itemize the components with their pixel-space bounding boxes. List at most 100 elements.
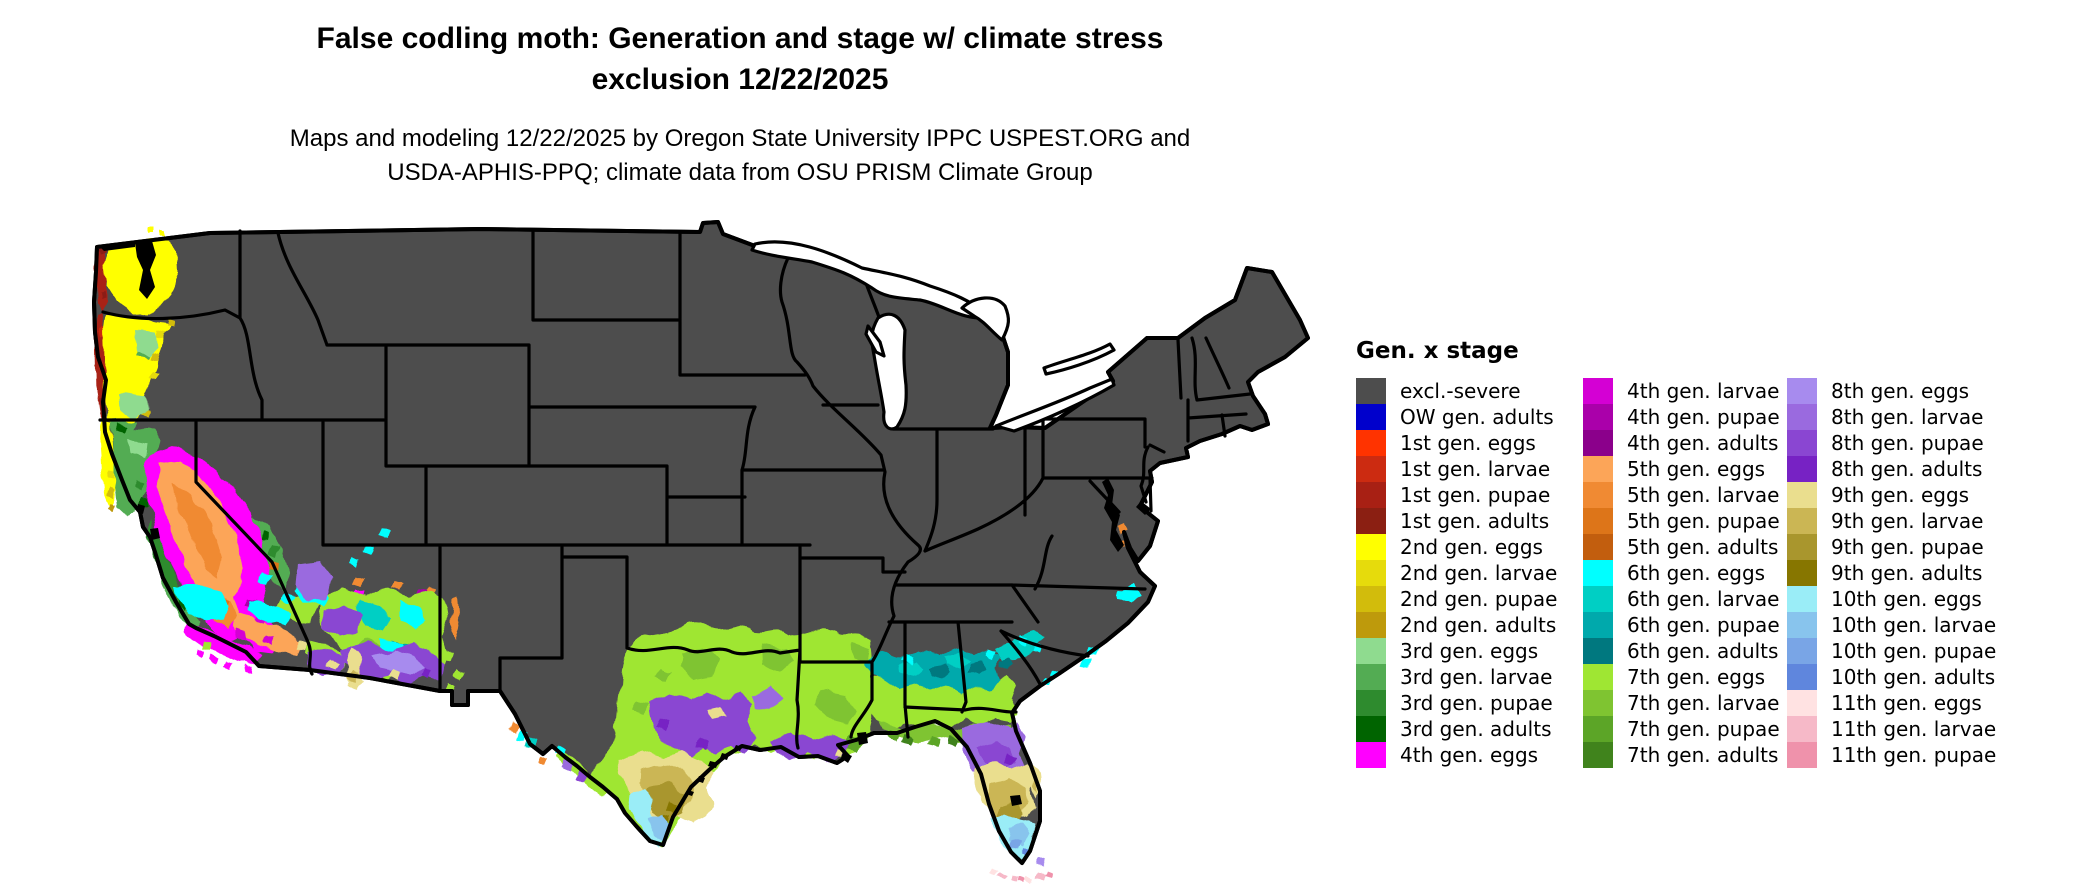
- legend-label: 6th gen. adults: [1627, 639, 1779, 663]
- legend-swatch: [1356, 508, 1386, 534]
- legend-label: 4th gen. eggs: [1400, 743, 1539, 767]
- legend-label: 7th gen. adults: [1627, 743, 1779, 767]
- legend-label: 3rd gen. pupae: [1400, 691, 1553, 715]
- legend-column-2: 4th gen. larvae 4th gen. pupae 4th gen. ad…: [1583, 378, 1787, 768]
- legend-row: 4th gen. larvae: [1583, 378, 1787, 404]
- region-teal-dark-flecks: [930, 659, 1015, 679]
- legend-row: 6th gen. adults: [1583, 638, 1787, 664]
- region-norcal-green-masses: [110, 345, 289, 633]
- region-keys-pink-pupae: [1018, 871, 1052, 884]
- region-blue-pupae-flecks: [1011, 838, 1023, 849]
- legend-swatch: [1583, 378, 1613, 404]
- chesapeake-bay-water: [1102, 478, 1124, 552]
- lake-huron: [960, 296, 1010, 342]
- legend-label: 7th gen. larvae: [1627, 691, 1780, 715]
- legend-row: 6th gen. larvae: [1583, 586, 1787, 612]
- legend-label: 11th gen. pupae: [1831, 743, 1997, 767]
- legend-swatch: [1583, 664, 1613, 690]
- legend-label: 6th gen. pupae: [1627, 613, 1780, 637]
- legend-swatch: [1356, 690, 1386, 716]
- legend-label: 1st gen. eggs: [1400, 431, 1536, 455]
- state-borders: [98, 229, 1252, 750]
- region-keys-pink-eggs: [989, 868, 1034, 883]
- region-blue-patches: [648, 814, 1030, 846]
- legend-swatch: [1787, 612, 1817, 638]
- us-map: [92, 220, 1310, 884]
- great-lakes: [750, 240, 1116, 433]
- legend-row: 3rd gen. eggs: [1356, 638, 1583, 664]
- legend-row: 9th gen. eggs: [1787, 482, 2037, 508]
- legend-row: 11th gen. eggs: [1787, 690, 2037, 716]
- legend-swatch: [1583, 690, 1613, 716]
- legend-column-1: excl.-severe OW gen. adults 1st gen. eggs 1…: [1356, 378, 1583, 768]
- legend-swatch: [1787, 378, 1817, 404]
- legend-label: 4th gen. pupae: [1627, 405, 1780, 429]
- legend-swatch: [1787, 638, 1817, 664]
- legend-row: 8th gen. larvae: [1787, 404, 2037, 430]
- monterey-bay-water: [150, 528, 160, 540]
- legend-label: 8th gen. adults: [1831, 457, 1983, 481]
- legend-label: 2nd gen. eggs: [1400, 535, 1543, 559]
- region-keys-pink-larvae: [997, 872, 1045, 883]
- region-pnw-yellow-lowlands: [100, 228, 178, 510]
- legend-swatch: [1583, 560, 1613, 586]
- region-olive-dark-flecks: [657, 802, 1016, 826]
- lake-superior: [750, 240, 990, 320]
- legend-swatch: [1583, 456, 1613, 482]
- legend-row: 2nd gen. pupae: [1356, 586, 1583, 612]
- legend-row: 6th gen. eggs: [1583, 560, 1787, 586]
- legend-label: 1st gen. adults: [1400, 509, 1550, 533]
- legend-swatch: [1356, 378, 1386, 404]
- legend-swatch: [1583, 742, 1613, 768]
- legend-swatch: [1356, 404, 1386, 430]
- legend-swatch: [1787, 534, 1817, 560]
- legend-swatch: [1787, 456, 1817, 482]
- legend-row: 6th gen. pupae: [1583, 612, 1787, 638]
- legend-row: 9th gen. larvae: [1787, 508, 2037, 534]
- legend-row: 1st gen. adults: [1356, 508, 1583, 534]
- legend-swatch: [1583, 430, 1613, 456]
- legend-label: 11th gen. eggs: [1831, 691, 1982, 715]
- legend-row: 3rd gen. adults: [1356, 716, 1583, 742]
- legend-swatch: [1356, 742, 1386, 768]
- legend-label: 6th gen. larvae: [1627, 587, 1780, 611]
- legend-row: 11th gen. larvae: [1787, 716, 2037, 742]
- legend-row: 4th gen. pupae: [1583, 404, 1787, 430]
- legend-label: 4th gen. adults: [1627, 431, 1779, 455]
- legend-label: 5th gen. adults: [1627, 535, 1779, 559]
- legend-column-3: 8th gen. eggs 8th gen. larvae 8th gen. pup…: [1787, 378, 2037, 768]
- region-magenta-dark-flecks: [235, 610, 274, 645]
- legend-swatch: [1583, 638, 1613, 664]
- legend-label: 8th gen. larvae: [1831, 405, 1984, 429]
- legend-row: 7th gen. pupae: [1583, 716, 1787, 742]
- legend-label: 9th gen. larvae: [1831, 509, 1984, 533]
- legend-label: 7th gen. pupae: [1627, 717, 1780, 741]
- legend-swatch: [1356, 560, 1386, 586]
- legend-swatch: [1583, 586, 1613, 612]
- legend-row: 10th gen. pupae: [1787, 638, 2037, 664]
- legend-label: 8th gen. eggs: [1831, 379, 1970, 403]
- legend-label: 3rd gen. larvae: [1400, 665, 1553, 689]
- legend-swatch: [1583, 404, 1613, 430]
- region-green-patches: [359, 638, 1013, 744]
- legend-row: 7th gen. adults: [1583, 742, 1787, 768]
- map-subtitle-line1: Maps and modeling 12/22/2025 by Oregon S…: [289, 125, 1191, 152]
- legend-row: 5th gen. eggs: [1583, 456, 1787, 482]
- legend-row: 5th gen. adults: [1583, 534, 1787, 560]
- legend-label: 10th gen. larvae: [1831, 613, 1997, 637]
- legend-row: 8th gen. pupae: [1787, 430, 2037, 456]
- legend-swatch: [1787, 482, 1817, 508]
- legend-row: 7th gen. larvae: [1583, 690, 1787, 716]
- lake-okeechobee: [1010, 795, 1022, 806]
- legend-swatch: [1583, 612, 1613, 638]
- legend-label: 10th gen. adults: [1831, 665, 1996, 689]
- legend-label: 2nd gen. adults: [1400, 613, 1557, 637]
- legend-swatch: [1356, 586, 1386, 612]
- legend-label: 9th gen. adults: [1831, 561, 1983, 585]
- legend-swatch: [1787, 716, 1817, 742]
- legend-swatch: [1787, 508, 1817, 534]
- us-map-svg: [92, 220, 1310, 884]
- legend-swatch: [1787, 430, 1817, 456]
- legend-title: Gen. x stage: [1356, 338, 1519, 364]
- legend-swatch: [1356, 716, 1386, 742]
